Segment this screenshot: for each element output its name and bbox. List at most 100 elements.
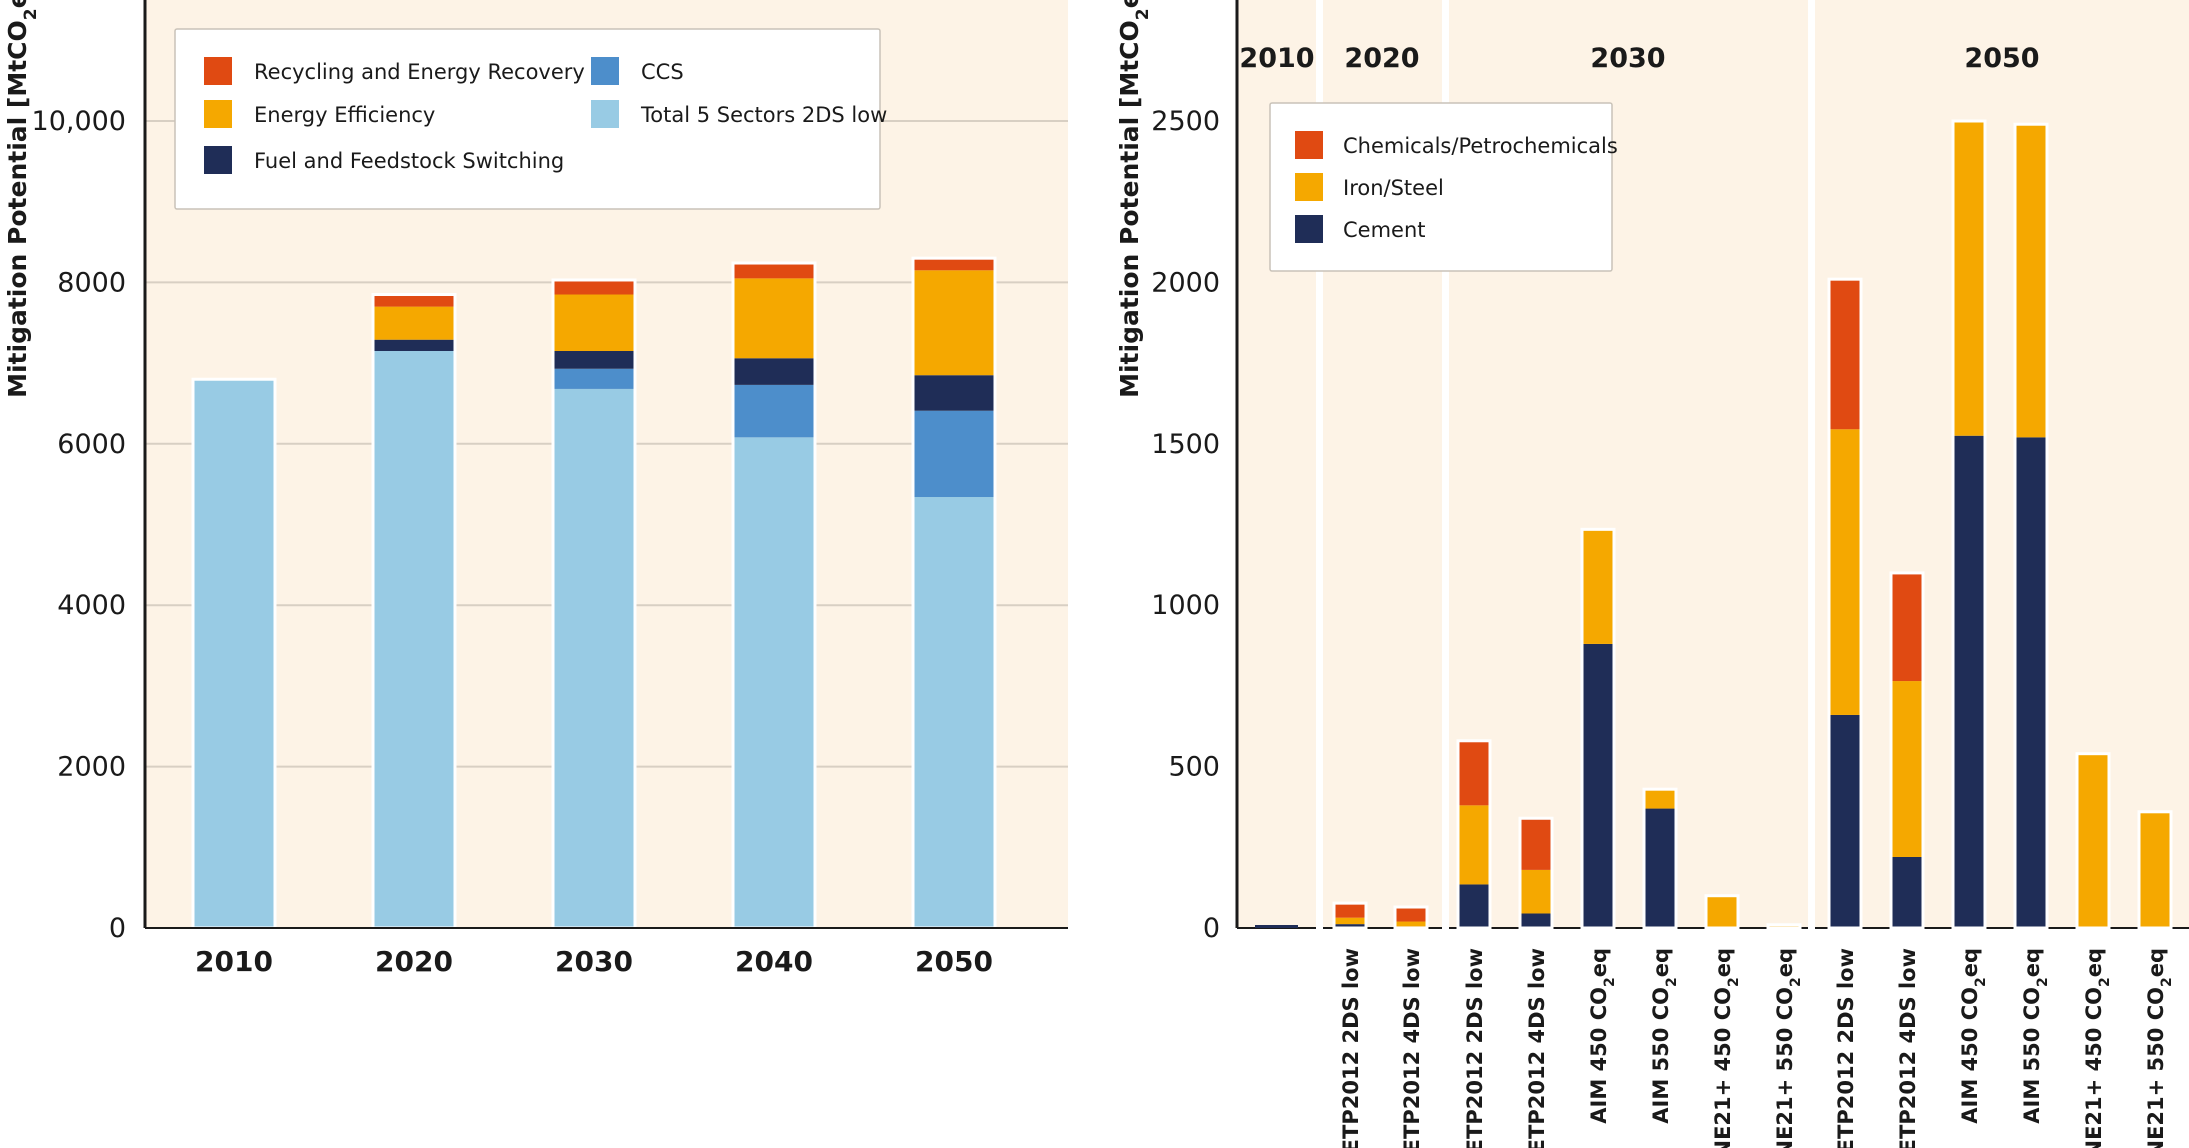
legend-swatch — [1295, 131, 1323, 159]
bar-segment — [553, 279, 635, 295]
right-bars — [1255, 119, 2173, 930]
right-x-category-label: DNE21+ 450 CO2eq — [1711, 948, 1742, 1148]
left-y-ticks: 0 2000 4000 6000 8000 10,000 — [32, 106, 126, 944]
bar-segment — [733, 263, 815, 279]
bar-segment — [1768, 924, 1800, 928]
right-x-category-label: ETP2012 2DS low — [1339, 948, 1363, 1148]
bar-outline — [1766, 923, 1802, 930]
left-x-category-label: 2030 — [555, 945, 633, 978]
bar-segment — [1334, 903, 1366, 918]
right-y-ticks: 0 500 1000 1500 2000 2500 — [1151, 106, 1220, 944]
left-y-axis-label: Mitigation Potential [MtCO2eq] — [3, 0, 41, 398]
right-y-tick-label: 1000 — [1151, 590, 1220, 621]
bar-segment — [373, 294, 455, 307]
bar-segment — [2015, 124, 2047, 438]
bar-segment — [1395, 907, 1427, 922]
bar-segment — [553, 368, 635, 389]
bar-outline — [1580, 527, 1616, 930]
legend-swatch — [591, 57, 619, 85]
bar-segment — [733, 358, 815, 385]
right-x-category-label: DNE21+ 450 CO2eq — [2082, 948, 2113, 1148]
legend-label: Cement — [1343, 218, 1426, 242]
right-x-category-label: DNE21+ 550 CO2eq — [1773, 948, 1804, 1148]
bar-outline — [2137, 810, 2173, 930]
legend-label: Total 5 Sectors 2DS low — [640, 103, 887, 127]
legend-swatch — [1295, 215, 1323, 243]
legend-swatch — [204, 146, 232, 174]
right-group-label: 2050 — [1964, 43, 2039, 74]
left-y-tick-label: 10,000 — [32, 106, 126, 137]
bar-outline — [2013, 122, 2049, 930]
bar-segment — [553, 388, 635, 928]
bar-outline — [2075, 752, 2111, 930]
bar-segment — [1395, 921, 1427, 927]
bar-segment — [373, 339, 455, 351]
right-group-label: 2030 — [1590, 43, 1665, 74]
bar-segment — [913, 410, 995, 498]
legend-swatch — [204, 100, 232, 128]
left-x-categories: 2010 2020 2030 2040 2050 — [195, 945, 993, 978]
right-x-category-label: ETP2012 2DS low — [1834, 948, 1858, 1148]
bar-segment — [1891, 572, 1923, 682]
right-x-category-label: ETP2012 4DS low — [1400, 948, 1424, 1148]
right-section-background — [1815, 0, 2189, 928]
right-x-category-label: ETP2012 4DS low — [1525, 948, 1549, 1148]
bar-outline — [1518, 816, 1554, 930]
right-y-tick-label: 2500 — [1151, 106, 1220, 137]
legend-label: Iron/Steel — [1343, 176, 1444, 200]
bar-segment — [1582, 643, 1614, 928]
right-x-category-label: ETP2012 4DS low — [1896, 948, 1920, 1148]
left-y-tick-label: 8000 — [57, 267, 126, 298]
right-x-category-label: AIM 550 CO2eq — [2020, 948, 2051, 1124]
right-x-categories: ETP2012 2DS low ETP2012 4DS low ETP2012 2D… — [1339, 948, 2175, 1148]
bar-segment — [193, 379, 275, 928]
bar-segment — [1953, 435, 1985, 928]
bar-outline — [1456, 739, 1492, 930]
bar-segment — [2015, 437, 2047, 928]
right-y-tick-label: 500 — [1168, 752, 1220, 783]
right-x-category-label: ETP2012 2DS low — [1463, 948, 1487, 1148]
bar-segment — [1255, 925, 1298, 928]
right-group-labels: 2010 2020 2030 2050 — [1239, 43, 2039, 74]
bar-segment — [1953, 121, 1985, 436]
bar-segment — [1520, 818, 1552, 870]
bar-segment — [913, 270, 995, 376]
right-group-label: 2010 — [1239, 43, 1314, 74]
legend-label: CCS — [641, 60, 684, 84]
bar-segment — [1458, 884, 1490, 928]
bar-segment — [1891, 681, 1923, 857]
left-x-category-label: 2010 — [195, 945, 273, 978]
right-x-category-label: DNE21+ 550 CO2eq — [2144, 948, 2175, 1148]
bar-segment — [553, 350, 635, 369]
bar-segment — [733, 278, 815, 359]
bar-segment — [2077, 753, 2109, 928]
right-x-category-label: AIM 550 CO2eq — [1649, 948, 1680, 1124]
bar-segment — [1829, 279, 1861, 430]
bar-segment — [733, 384, 815, 438]
right-x-category-label: AIM 450 CO2eq — [1587, 948, 1618, 1124]
bar-segment — [1334, 924, 1366, 928]
bar-segment — [913, 497, 995, 928]
left-x-category-label: 2020 — [375, 945, 453, 978]
right-legend: Chemicals/Petrochemicals Iron/Steel Cement — [1269, 102, 1618, 272]
bar-outline — [1704, 894, 1740, 930]
left-x-category-label: 2050 — [915, 945, 993, 978]
right-x-category-label: AIM 450 CO2eq — [1958, 948, 1989, 1124]
bar-outline — [1827, 277, 1863, 930]
bar-segment — [553, 294, 635, 351]
bar-segment — [1458, 805, 1490, 885]
bar-segment — [1582, 529, 1614, 644]
bar-segment — [1706, 895, 1738, 928]
bar-segment — [373, 306, 455, 340]
right-y-tick-label: 2000 — [1151, 267, 1220, 298]
bar-segment — [1829, 429, 1861, 715]
bar-segment — [1644, 808, 1676, 928]
legend-swatch — [1295, 173, 1323, 201]
legend-swatch — [204, 57, 232, 85]
legend-label: Energy Efficiency — [254, 103, 435, 127]
bar-segment — [733, 437, 815, 928]
left-y-tick-label: 4000 — [57, 590, 126, 621]
bar-segment — [913, 258, 995, 271]
bar-segment — [2139, 811, 2171, 928]
